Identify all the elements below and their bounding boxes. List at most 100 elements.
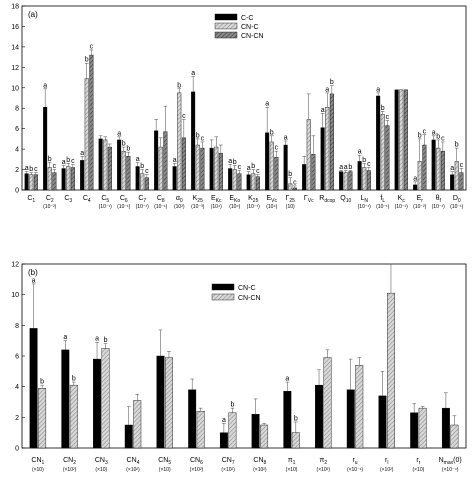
- bar: [89, 54, 94, 191]
- x-tick-scale: (10⁴): [211, 204, 222, 210]
- x-tick-scale: (×10²): [190, 467, 204, 473]
- x-tick-subscript: f: [440, 198, 442, 204]
- x-tick-scale: (10⁻²): [43, 204, 57, 210]
- bar: [343, 172, 348, 191]
- bar: [80, 160, 85, 191]
- x-tick-subscript: 1: [32, 198, 35, 204]
- bar: [292, 187, 297, 191]
- significance-letter: b: [418, 132, 422, 139]
- x-tick-label: Er: [417, 195, 424, 204]
- legend-label: CN-C: [241, 24, 259, 31]
- significance-letter: a: [265, 101, 269, 108]
- x-tick-subscript: 5: [106, 198, 109, 204]
- x-tick-label: CN7: [222, 457, 235, 466]
- x-tick-scale: (10⁴): [266, 204, 277, 210]
- y-tick-label: 10: [11, 292, 19, 299]
- x-tick-subscript: 25: [253, 198, 259, 204]
- x-tick-scale: (×10): [413, 467, 425, 473]
- y-tick-label: 2: [15, 415, 19, 422]
- bar: [29, 174, 34, 191]
- bar: [33, 174, 38, 191]
- x-tick-subscript: 7: [232, 460, 235, 466]
- bar: [376, 95, 381, 191]
- panel-label: (a): [28, 10, 38, 19]
- x-tick-subscript: 0: [458, 198, 461, 204]
- significance-letter: c: [34, 166, 38, 173]
- bar: [70, 167, 75, 191]
- x-tick-subscript: l: [387, 460, 388, 466]
- significance-letter: b: [66, 157, 70, 164]
- x-tick-subscript: 0: [180, 198, 183, 204]
- x-tick-scale: (10⁻¹): [136, 204, 150, 210]
- x-tick-label: CN4: [127, 457, 140, 466]
- x-tick-subscript: 4: [137, 460, 140, 466]
- significance-letter: a: [80, 150, 84, 157]
- x-tick-label: ΓVc: [304, 195, 314, 204]
- x-tick-scale: (10⁻¹): [117, 204, 131, 210]
- x-tick-label: Kc: [398, 195, 406, 204]
- significance-letter: b: [348, 164, 352, 171]
- significance-letter: b: [362, 157, 366, 164]
- x-tick-label: C2: [46, 195, 54, 204]
- x-tick-subscript: r: [421, 198, 423, 204]
- x-tick-subscript: 3: [69, 198, 72, 204]
- bar: [283, 391, 292, 449]
- bar: [288, 183, 293, 191]
- y-tick-label: 14: [11, 44, 19, 51]
- bar: [355, 365, 364, 449]
- significance-letter: b: [381, 105, 385, 112]
- significance-letter: c: [256, 168, 260, 175]
- bar: [214, 146, 219, 191]
- bar: [387, 292, 395, 449]
- significance-letter: a: [285, 376, 289, 383]
- bar: [165, 357, 173, 449]
- bar: [177, 92, 182, 191]
- x-tick-subscript: u: [355, 460, 358, 466]
- bar: [403, 89, 408, 191]
- x-tick-subscript: 2: [324, 460, 327, 466]
- significance-letter: c: [238, 164, 242, 171]
- significance-letter: a: [325, 86, 329, 93]
- bar: [246, 174, 251, 191]
- bar: [98, 138, 103, 191]
- significance-letter: a: [222, 417, 226, 424]
- bar: [117, 139, 122, 191]
- significance-letter: a: [63, 334, 67, 341]
- significance-letter: c: [293, 179, 297, 186]
- bar: [29, 328, 38, 449]
- bar: [440, 150, 445, 191]
- legend-label: CN-C: [238, 285, 256, 292]
- significance-letter: c: [182, 113, 186, 120]
- bar: [251, 414, 260, 449]
- bar: [126, 156, 131, 191]
- bar: [422, 144, 427, 191]
- y-tick-label: 12: [11, 65, 19, 72]
- significance-letter: c: [53, 163, 57, 170]
- significance-letter: a: [43, 82, 47, 89]
- bar: [441, 407, 450, 449]
- x-tick-subscript: L: [382, 198, 385, 204]
- x-tick-scale: (10⁴): [229, 204, 240, 210]
- x-tick-scale: (×10): [32, 467, 44, 473]
- bar: [459, 172, 464, 191]
- bar: [195, 144, 200, 191]
- x-tick-label: θf: [436, 195, 442, 204]
- x-tick-scale: (×10²): [253, 467, 267, 473]
- bar: [339, 171, 344, 191]
- significance-letter: b: [288, 171, 292, 178]
- x-tick-subscript: 6: [200, 460, 203, 466]
- x-tick-scale: (×10⁻⁴): [442, 467, 459, 473]
- x-tick-scale: (×10²): [126, 467, 140, 473]
- x-tick-label: LN: [360, 195, 368, 204]
- bar: [140, 173, 145, 191]
- significance-letter: b: [48, 156, 52, 163]
- x-tick-scale: (10⁻¹): [247, 204, 261, 210]
- x-tick-subscript: Ko: [234, 198, 240, 204]
- x-tick-scale: (10²): [174, 204, 185, 210]
- y-tick-label: 6: [15, 354, 19, 361]
- significance-letter: c: [90, 43, 94, 50]
- y-tick-label: 6: [15, 126, 19, 133]
- significance-letter: a: [450, 165, 454, 172]
- bar: [417, 161, 422, 191]
